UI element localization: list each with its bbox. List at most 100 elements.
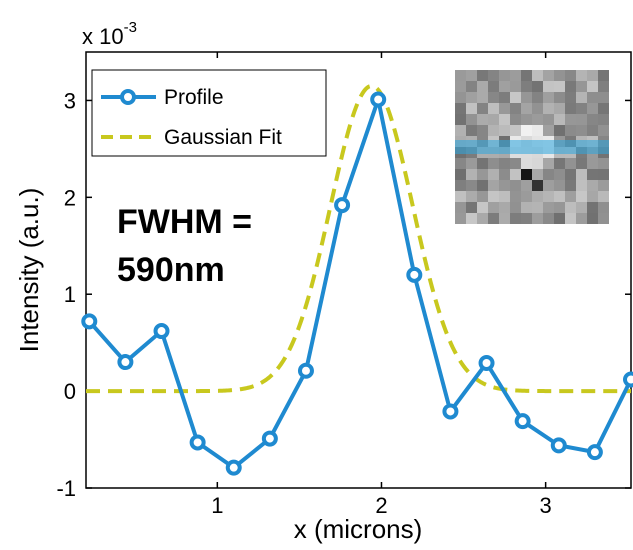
inset-pixel [587,114,598,125]
inset-pixel [488,158,499,169]
y-exponent-base: x 10 [82,24,124,49]
inset-pixel [576,158,587,169]
inset-pixel [598,81,609,92]
inset-pixel [554,158,565,169]
fwhm-annotation-line1: FWHM = [117,203,252,241]
inset-pixel [466,114,477,125]
inset-pixel [477,70,488,81]
inset-pixel [455,81,466,92]
inset-pixel [466,103,477,114]
inset-pixel [466,169,477,180]
inset-pixel [510,158,521,169]
inset-pixel [488,103,499,114]
inset-pixel [499,158,510,169]
inset-pixel [521,202,532,213]
legend-swatch-profile-marker [120,89,136,105]
inset-pixel [510,202,521,213]
inset-pixel [455,70,466,81]
inset-pixel [554,81,565,92]
inset-pixel [455,92,466,103]
inset-pixel [554,191,565,202]
inset-pixel [587,180,598,191]
inset-pixel [455,213,466,224]
inset-pixel [554,92,565,103]
inset-pixel [598,125,609,136]
inset-pixel [499,202,510,213]
inset-pixel [521,191,532,202]
inset-pixel [565,202,576,213]
x-tick-label: 3 [540,493,552,518]
inset-pixel [510,70,521,81]
inset-pixel [554,70,565,81]
inset-pixel [455,158,466,169]
inset-pixel [477,103,488,114]
inset-pixel [598,180,609,191]
inset-pixel [510,191,521,202]
inset-pixel [554,213,565,224]
inset-pixel [598,158,609,169]
y-exponent-power: -3 [124,19,137,36]
inset-pixel [543,92,554,103]
inset-pixel [565,158,576,169]
y-tick-label: 2 [64,185,76,210]
inset-pixel [510,169,521,180]
inset-pixel [554,114,565,125]
inset-pixel [499,213,510,224]
inset-pixel [466,92,477,103]
profile-point [406,266,423,283]
inset-pixel [576,70,587,81]
inset-pixel [466,81,477,92]
inset-pixel [532,70,543,81]
inset-pixel [488,92,499,103]
inset-pixel [488,169,499,180]
psf-image-inset [455,70,609,224]
legend-label-profile: Profile [164,86,224,109]
inset-pixel [532,125,543,136]
inset-pixel [543,114,554,125]
inset-pixel [466,125,477,136]
inset-pixel [455,114,466,125]
profile-point [334,197,351,214]
inset-pixel [587,92,598,103]
inset-pixel [598,70,609,81]
inset-pixel [543,169,554,180]
legend: Profile Gaussian Fit [91,69,327,157]
inset-pixel [532,213,543,224]
inset-pixel [598,202,609,213]
inset-pixel [543,180,554,191]
inset-pixel [576,191,587,202]
inset-pixel [587,191,598,202]
inset-pixel [499,103,510,114]
inset-pixel [532,81,543,92]
inset-pixel [554,180,565,191]
inset-pixel [488,81,499,92]
inset-pixel [477,125,488,136]
inset-pixel [488,191,499,202]
inset-pixel [565,125,576,136]
profile-point [189,434,206,451]
inset-pixel [521,180,532,191]
inset-pixel [565,103,576,114]
profile-point [225,459,242,476]
inset-pixel [521,125,532,136]
x-tick-label: 1 [211,493,223,518]
inset-pixel [543,213,554,224]
inset-pixel [543,103,554,114]
inset-pixel [576,180,587,191]
inset-pixel [587,103,598,114]
plot-area [85,51,632,489]
inset-pixel [477,158,488,169]
profile-point [297,362,314,379]
inset-pixel [455,191,466,202]
inset-pixel [510,92,521,103]
inset-pixel [521,169,532,180]
inset-pixel [521,81,532,92]
inset-pixel [477,114,488,125]
inset-pixel [499,180,510,191]
inset-pixel [455,202,466,213]
inset-pixel [565,81,576,92]
profile-point [586,444,603,461]
inset-pixel [477,191,488,202]
inset-pixel [598,114,609,125]
